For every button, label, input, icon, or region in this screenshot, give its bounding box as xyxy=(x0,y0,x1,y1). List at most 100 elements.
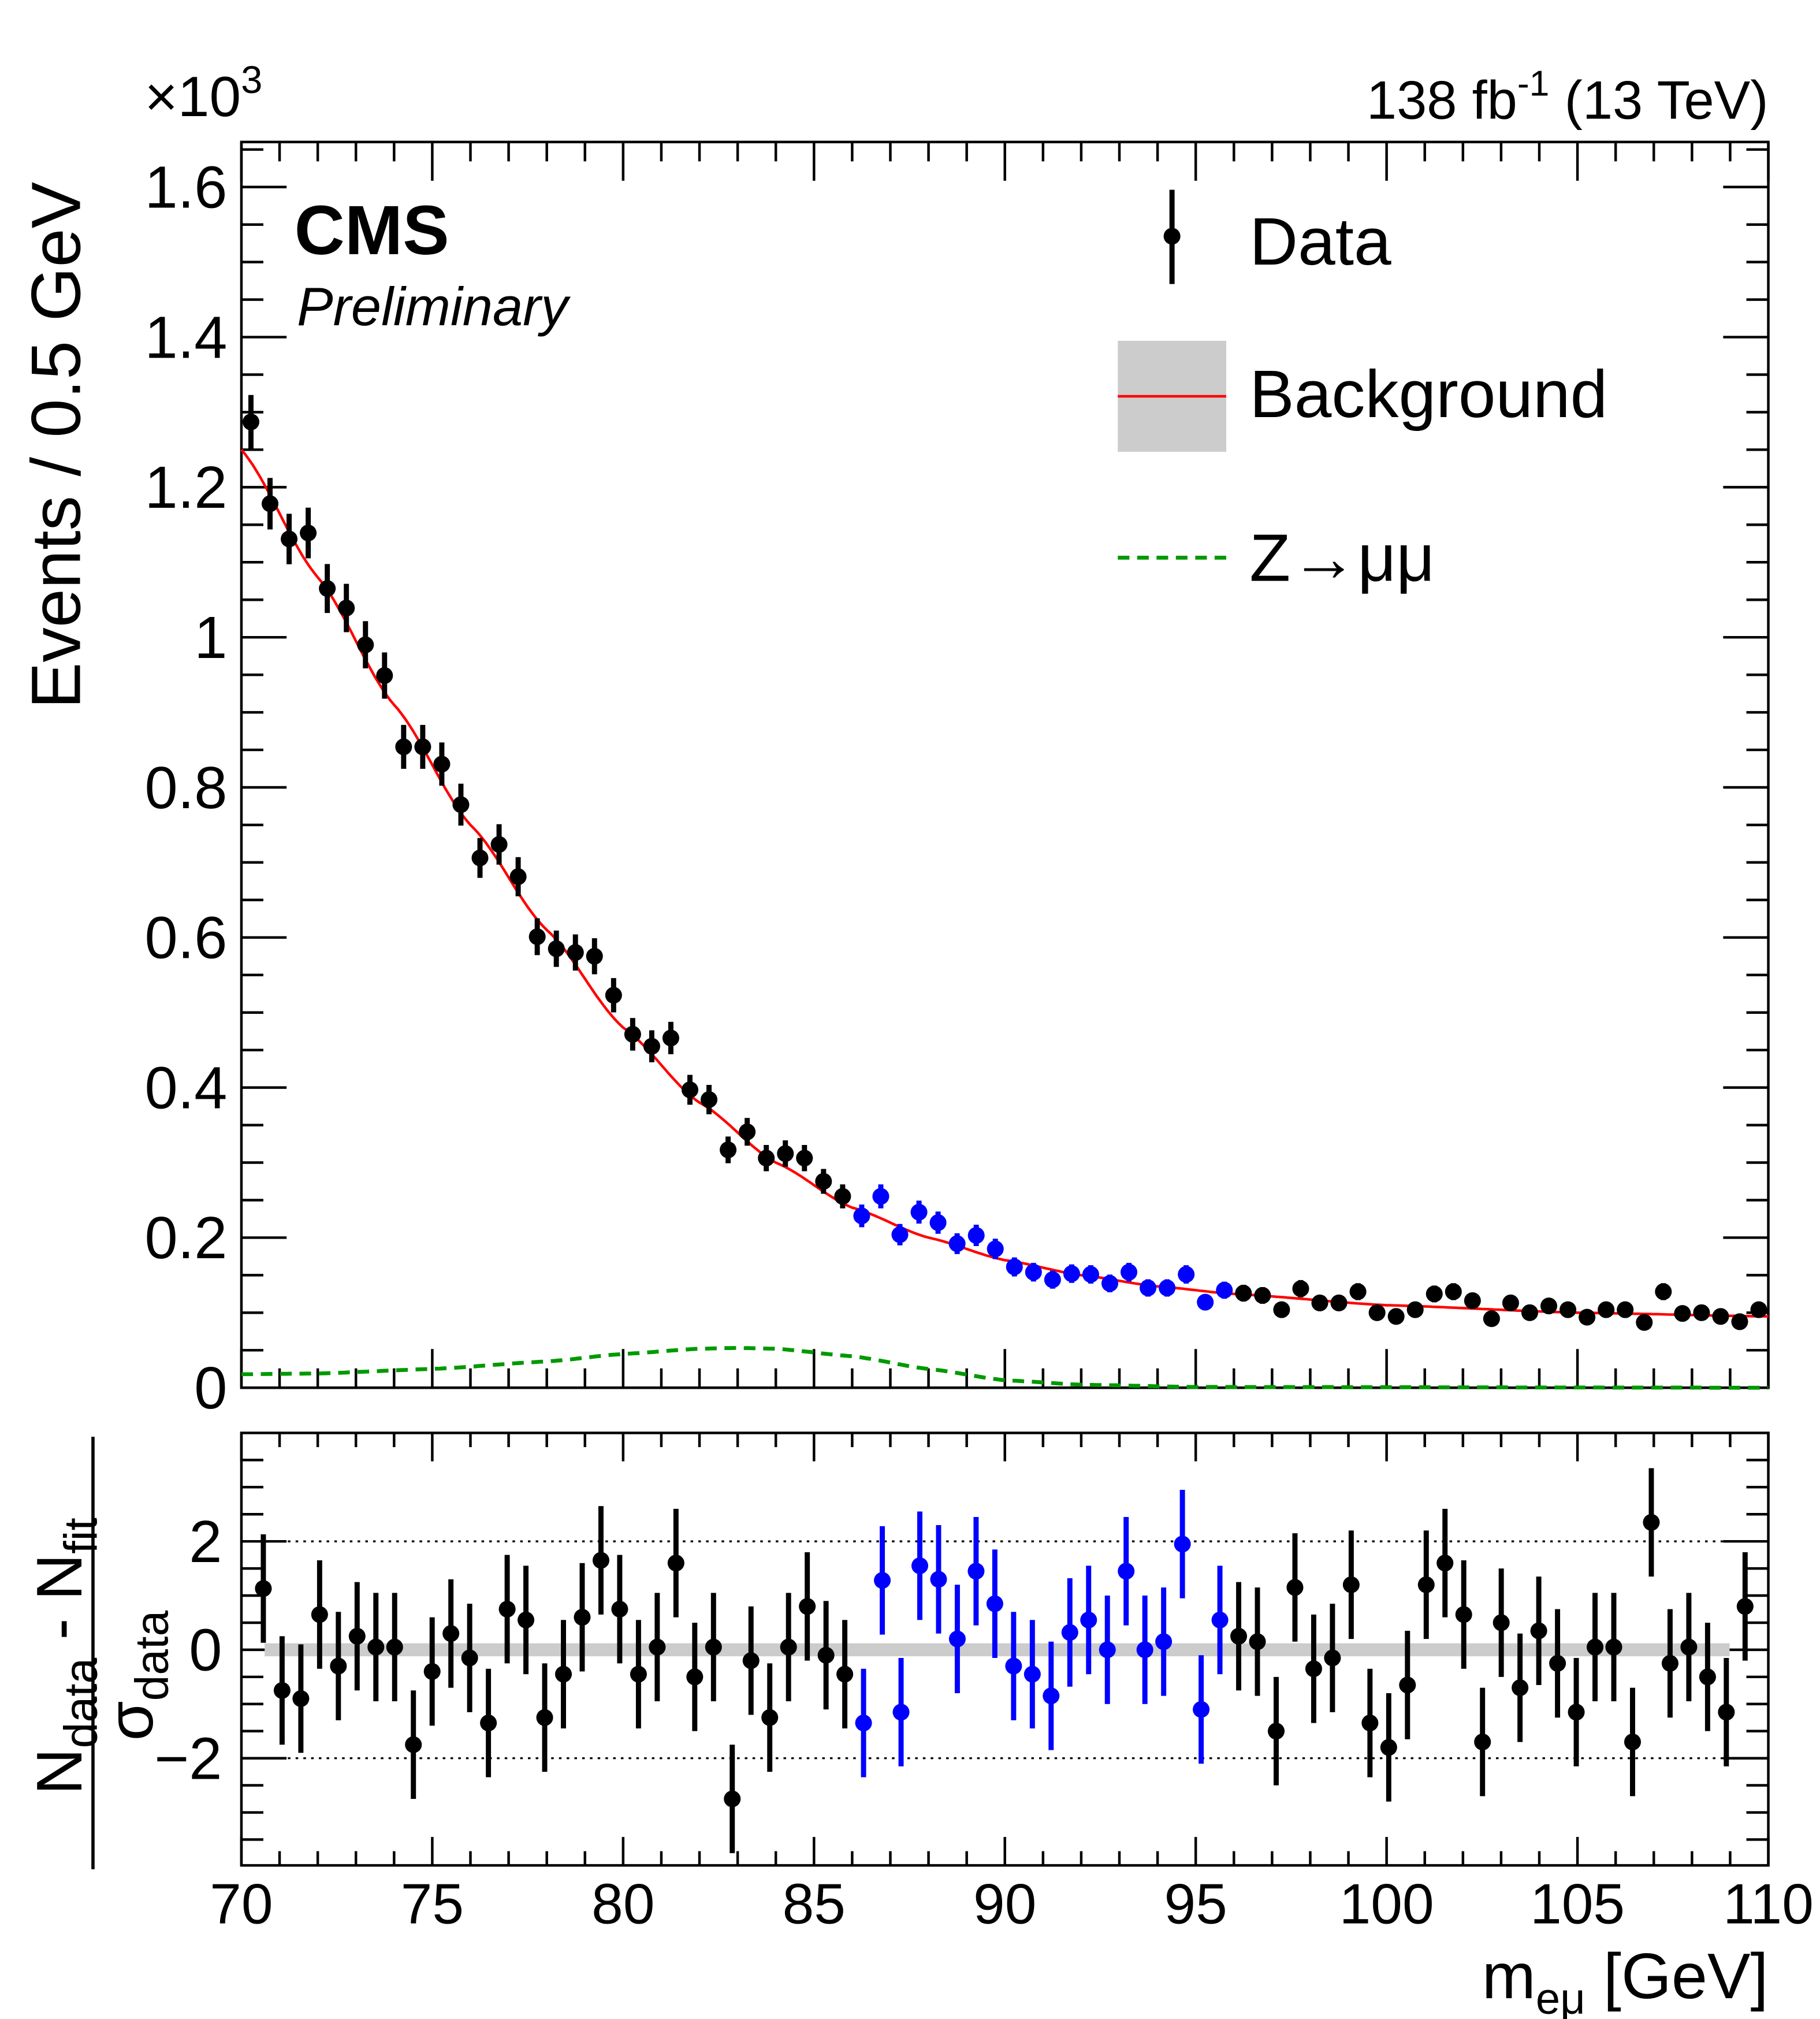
data-point xyxy=(414,738,431,756)
data-point xyxy=(929,1214,947,1231)
data-point xyxy=(701,1091,718,1108)
y-multiplier: ×103 xyxy=(144,58,262,128)
data-point xyxy=(1044,1271,1061,1288)
legend-data-marker xyxy=(1163,228,1181,245)
y-tick-label: 1.4 xyxy=(144,304,227,370)
data-point xyxy=(281,530,298,548)
pull-point xyxy=(686,1668,704,1686)
x-tick-label: 85 xyxy=(783,1872,846,1936)
x-tick-label: 105 xyxy=(1530,1872,1625,1936)
data-point xyxy=(1636,1314,1653,1331)
legend: Data Background Z→μμ xyxy=(1118,189,1607,596)
pull-point xyxy=(1249,1633,1266,1650)
pull-point xyxy=(667,1555,684,1572)
pull-point xyxy=(1718,1704,1735,1721)
data-point xyxy=(1731,1313,1748,1330)
data-point xyxy=(300,525,317,542)
data-point xyxy=(1216,1281,1233,1299)
pull-point xyxy=(1324,1649,1341,1667)
pull-point xyxy=(1061,1624,1078,1641)
data-point xyxy=(1464,1292,1481,1310)
data-point xyxy=(834,1188,851,1205)
pull-point xyxy=(1380,1739,1397,1756)
pull-y-tick-label: −2 xyxy=(154,1725,222,1791)
pull-point xyxy=(1455,1606,1472,1623)
pull-point xyxy=(1399,1676,1416,1694)
y-tick-label: 0.6 xyxy=(144,905,227,971)
pull-point xyxy=(1512,1679,1529,1697)
data-point xyxy=(1540,1297,1558,1315)
luminosity-label: 138 fb-1 (13 TeV) xyxy=(1367,63,1769,130)
data-point xyxy=(395,738,412,756)
data-point xyxy=(548,940,565,957)
pull-point xyxy=(330,1657,347,1675)
pull-point xyxy=(1530,1622,1547,1639)
pull-point xyxy=(423,1663,441,1680)
pull-point xyxy=(948,1630,966,1648)
data-point xyxy=(643,1038,660,1055)
pull-point xyxy=(536,1709,553,1726)
data-point xyxy=(1349,1283,1367,1300)
data-point xyxy=(948,1235,966,1252)
y-tick-label: 0 xyxy=(194,1355,227,1421)
data-point xyxy=(1693,1304,1710,1321)
y-tick-label: 1 xyxy=(194,604,227,671)
pull-point xyxy=(1342,1576,1360,1593)
pull-point xyxy=(273,1682,291,1699)
pull-point xyxy=(630,1665,647,1683)
data-point xyxy=(376,667,393,684)
pull-point xyxy=(817,1646,835,1664)
pull-point xyxy=(498,1600,516,1618)
pull-y-numerator: Ndata - Nfit xyxy=(23,1518,107,1795)
x-tick-label: 100 xyxy=(1339,1872,1434,1936)
data-point xyxy=(338,600,355,617)
pull-point xyxy=(1680,1638,1698,1656)
pull-point xyxy=(1080,1611,1097,1628)
data-point xyxy=(1178,1266,1195,1283)
pull-point xyxy=(1568,1704,1585,1721)
data-point xyxy=(1159,1279,1176,1297)
pull-point xyxy=(799,1598,816,1615)
data-point xyxy=(967,1227,985,1244)
pull-panel: 70 75 80 85 90 95 100 105 110 −2 0 2 xyxy=(154,1431,1814,1936)
data-point xyxy=(777,1145,794,1162)
pull-point xyxy=(367,1638,385,1656)
x-tick-label: 70 xyxy=(210,1872,273,1936)
data-point xyxy=(1101,1275,1119,1292)
data-point xyxy=(586,947,603,965)
data-point xyxy=(1254,1286,1271,1304)
data-point xyxy=(1674,1305,1691,1322)
pull-point xyxy=(1118,1563,1135,1580)
pull-point xyxy=(1005,1657,1022,1675)
pull-point xyxy=(1417,1576,1435,1593)
data-point xyxy=(853,1207,870,1225)
y-tick-label: 0.2 xyxy=(144,1204,227,1271)
pull-y-tick-label: 0 xyxy=(189,1617,222,1683)
pull-y-denominator: σdata xyxy=(94,1611,178,1741)
data-point xyxy=(891,1226,909,1243)
data-point xyxy=(490,836,508,853)
pull-point xyxy=(1230,1627,1248,1645)
data-point xyxy=(910,1203,928,1221)
preliminary-label: Preliminary xyxy=(297,276,571,337)
data-point xyxy=(242,413,259,430)
data-point xyxy=(1292,1280,1309,1297)
pull-point xyxy=(705,1638,722,1656)
pull-point xyxy=(1699,1668,1716,1686)
data-point xyxy=(357,636,374,653)
pull-point xyxy=(1023,1665,1041,1683)
pull-point xyxy=(780,1638,797,1656)
pull-point xyxy=(1736,1598,1754,1615)
pull-point xyxy=(1624,1733,1642,1750)
data-point xyxy=(1521,1304,1539,1321)
pull-point xyxy=(1587,1638,1604,1656)
pull-point xyxy=(1211,1611,1229,1628)
data-point xyxy=(509,868,527,886)
pull-point xyxy=(930,1571,947,1588)
pull-point xyxy=(442,1625,460,1642)
data-point xyxy=(1655,1283,1672,1300)
data-point xyxy=(1483,1310,1500,1328)
pull-point xyxy=(1155,1633,1173,1650)
data-point xyxy=(1025,1263,1042,1281)
